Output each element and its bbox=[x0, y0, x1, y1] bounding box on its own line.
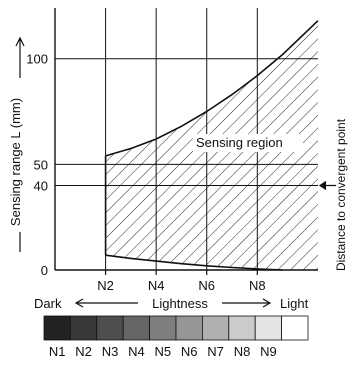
right-arrow bbox=[222, 298, 272, 308]
light-label: Light bbox=[280, 296, 309, 311]
y-tick-label: 100 bbox=[26, 52, 48, 67]
swatch-label: N6 bbox=[181, 344, 198, 359]
x-tick-label: N4 bbox=[148, 278, 165, 293]
swatch bbox=[70, 315, 98, 341]
lightness-arrows bbox=[74, 298, 272, 308]
swatch-label: N7 bbox=[207, 344, 224, 359]
x-tick-label: N2 bbox=[97, 278, 114, 293]
swatch-label: N3 bbox=[102, 344, 119, 359]
swatch bbox=[201, 315, 230, 341]
swatch-label: N2 bbox=[75, 344, 92, 359]
y-tick-label: 50 bbox=[34, 157, 48, 172]
swatch-label: N8 bbox=[234, 344, 251, 359]
swatch bbox=[281, 315, 309, 341]
left-arrow bbox=[74, 298, 138, 308]
region-label-background bbox=[193, 134, 303, 152]
y-axis-label: Sensing range L (mm) bbox=[8, 98, 23, 226]
swatch-label: N1 bbox=[49, 344, 66, 359]
swatch bbox=[254, 315, 282, 341]
swatch bbox=[96, 315, 124, 341]
swatch bbox=[122, 315, 150, 341]
swatch bbox=[149, 315, 177, 341]
sensing-region-label: Sensing region bbox=[196, 135, 283, 150]
convergent-point-label: Distance to convergent point bbox=[334, 118, 348, 271]
lightness-label: Lightness bbox=[152, 296, 208, 311]
swatch bbox=[43, 315, 71, 341]
swatch bbox=[175, 315, 203, 341]
tick-labels: 0 40 50 100 N2 N4 N6 N8 bbox=[26, 52, 265, 293]
swatch-label: N9 bbox=[260, 344, 277, 359]
y-tick-label: 0 bbox=[41, 263, 48, 278]
upper-boundary-curve bbox=[105, 20, 319, 157]
swatch-label: N5 bbox=[154, 344, 171, 359]
x-tick-label: N6 bbox=[198, 278, 215, 293]
swatch-label: N4 bbox=[128, 344, 145, 359]
convergent-point-arrow bbox=[318, 180, 336, 190]
swatch bbox=[228, 315, 256, 341]
x-tick-label: N8 bbox=[249, 278, 266, 293]
dark-label: Dark bbox=[34, 296, 62, 311]
axes bbox=[54, 8, 318, 275]
y-tick-label: 40 bbox=[34, 178, 48, 193]
y-axis-label-arrow bbox=[15, 36, 25, 78]
lower-boundary-curve bbox=[105, 254, 283, 271]
grayscale-bar: N1 N2 N3 N4 N5 N6 N7 N8 N9 bbox=[43, 315, 309, 359]
